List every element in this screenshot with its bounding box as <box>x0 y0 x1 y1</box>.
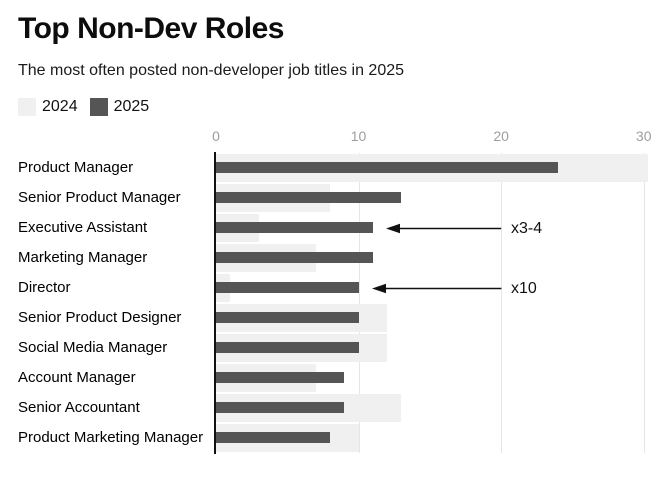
x-axis-tick-label: 0 <box>212 128 220 144</box>
category-label: Director <box>18 279 71 296</box>
chart-row: Senior Product Designer <box>0 303 654 333</box>
bar-chart: 0 10 20 30 Product Manager Senior Product Ma… <box>0 125 654 455</box>
arrow-left-icon <box>385 223 501 233</box>
y-axis-line <box>214 152 216 454</box>
annotation-label: x3-4 <box>510 219 543 237</box>
annotation-label: x10 <box>510 279 537 297</box>
bar-2025 <box>216 162 559 173</box>
legend-item-2024: 2024 <box>18 98 78 116</box>
bar-2025 <box>216 252 373 263</box>
bar-group <box>216 213 648 243</box>
chart-row: Product Manager <box>0 153 654 183</box>
category-label: Account Manager <box>18 369 136 386</box>
chart-row: Marketing Manager <box>0 243 654 273</box>
legend-label: 2025 <box>113 98 150 115</box>
bar-2025 <box>216 432 331 443</box>
x-axis-tick-label: 10 <box>350 128 367 144</box>
chart-title: Top Non-Dev Roles <box>18 12 284 45</box>
arrow-left-icon <box>371 283 501 293</box>
chart-row: Account Manager <box>0 363 654 393</box>
category-label: Senior Product Designer <box>18 309 182 326</box>
bar-group <box>216 273 648 303</box>
category-label: Product Manager <box>18 159 134 176</box>
category-label: Executive Assistant <box>18 219 148 236</box>
legend: 2024 2025 <box>18 98 149 116</box>
category-label: Senior Accountant <box>18 399 140 416</box>
chart-row: Senior Accountant <box>0 393 654 423</box>
x-axis-tick-label: 20 <box>493 128 509 144</box>
bar-group <box>216 243 648 273</box>
bar-group <box>216 393 648 423</box>
bar-2025 <box>216 342 359 353</box>
bar-2025 <box>216 282 359 293</box>
legend-item-2025: 2025 <box>89 98 150 116</box>
bar-2025 <box>216 372 345 383</box>
bar-2025 <box>216 222 373 233</box>
annotation-x10: x10 <box>371 279 537 297</box>
gridline <box>358 153 360 453</box>
bar-group <box>216 423 648 453</box>
chart-row: Social Media Manager <box>0 333 654 363</box>
legend-swatch-2024 <box>18 98 36 116</box>
bar-group <box>216 153 648 183</box>
chart-row: Senior Product Manager <box>0 183 654 213</box>
plot-area: Product Manager Senior Product Manager Exe… <box>0 152 654 454</box>
bar-group <box>216 333 648 363</box>
bar-2025 <box>216 192 402 203</box>
category-label: Marketing Manager <box>18 249 148 266</box>
chart-subtitle: The most often posted non-developer job … <box>18 62 405 79</box>
bar-group <box>216 183 648 213</box>
chart-row: Executive Assistant <box>0 213 654 243</box>
x-axis: 0 10 20 30 <box>0 125 654 151</box>
annotation-x3-4: x3-4 <box>385 219 543 237</box>
legend-label: 2024 <box>42 98 78 115</box>
legend-swatch-2025 <box>89 98 108 116</box>
bar-2025 <box>216 402 345 413</box>
x-axis-tick-label: 30 <box>635 128 652 144</box>
category-label: Social Media Manager <box>18 339 168 356</box>
chart-rows: Product Manager Senior Product Manager Exe… <box>0 153 654 453</box>
bar-group <box>216 303 648 333</box>
bar-2025 <box>216 312 359 323</box>
category-label: Product Marketing Manager <box>18 429 204 446</box>
chart-row: Director <box>0 273 654 303</box>
category-label: Senior Product Manager <box>18 189 181 206</box>
chart-row: Product Marketing Manager <box>0 423 654 453</box>
gridline <box>501 153 503 453</box>
gridline <box>643 153 645 453</box>
bar-group <box>216 363 648 393</box>
